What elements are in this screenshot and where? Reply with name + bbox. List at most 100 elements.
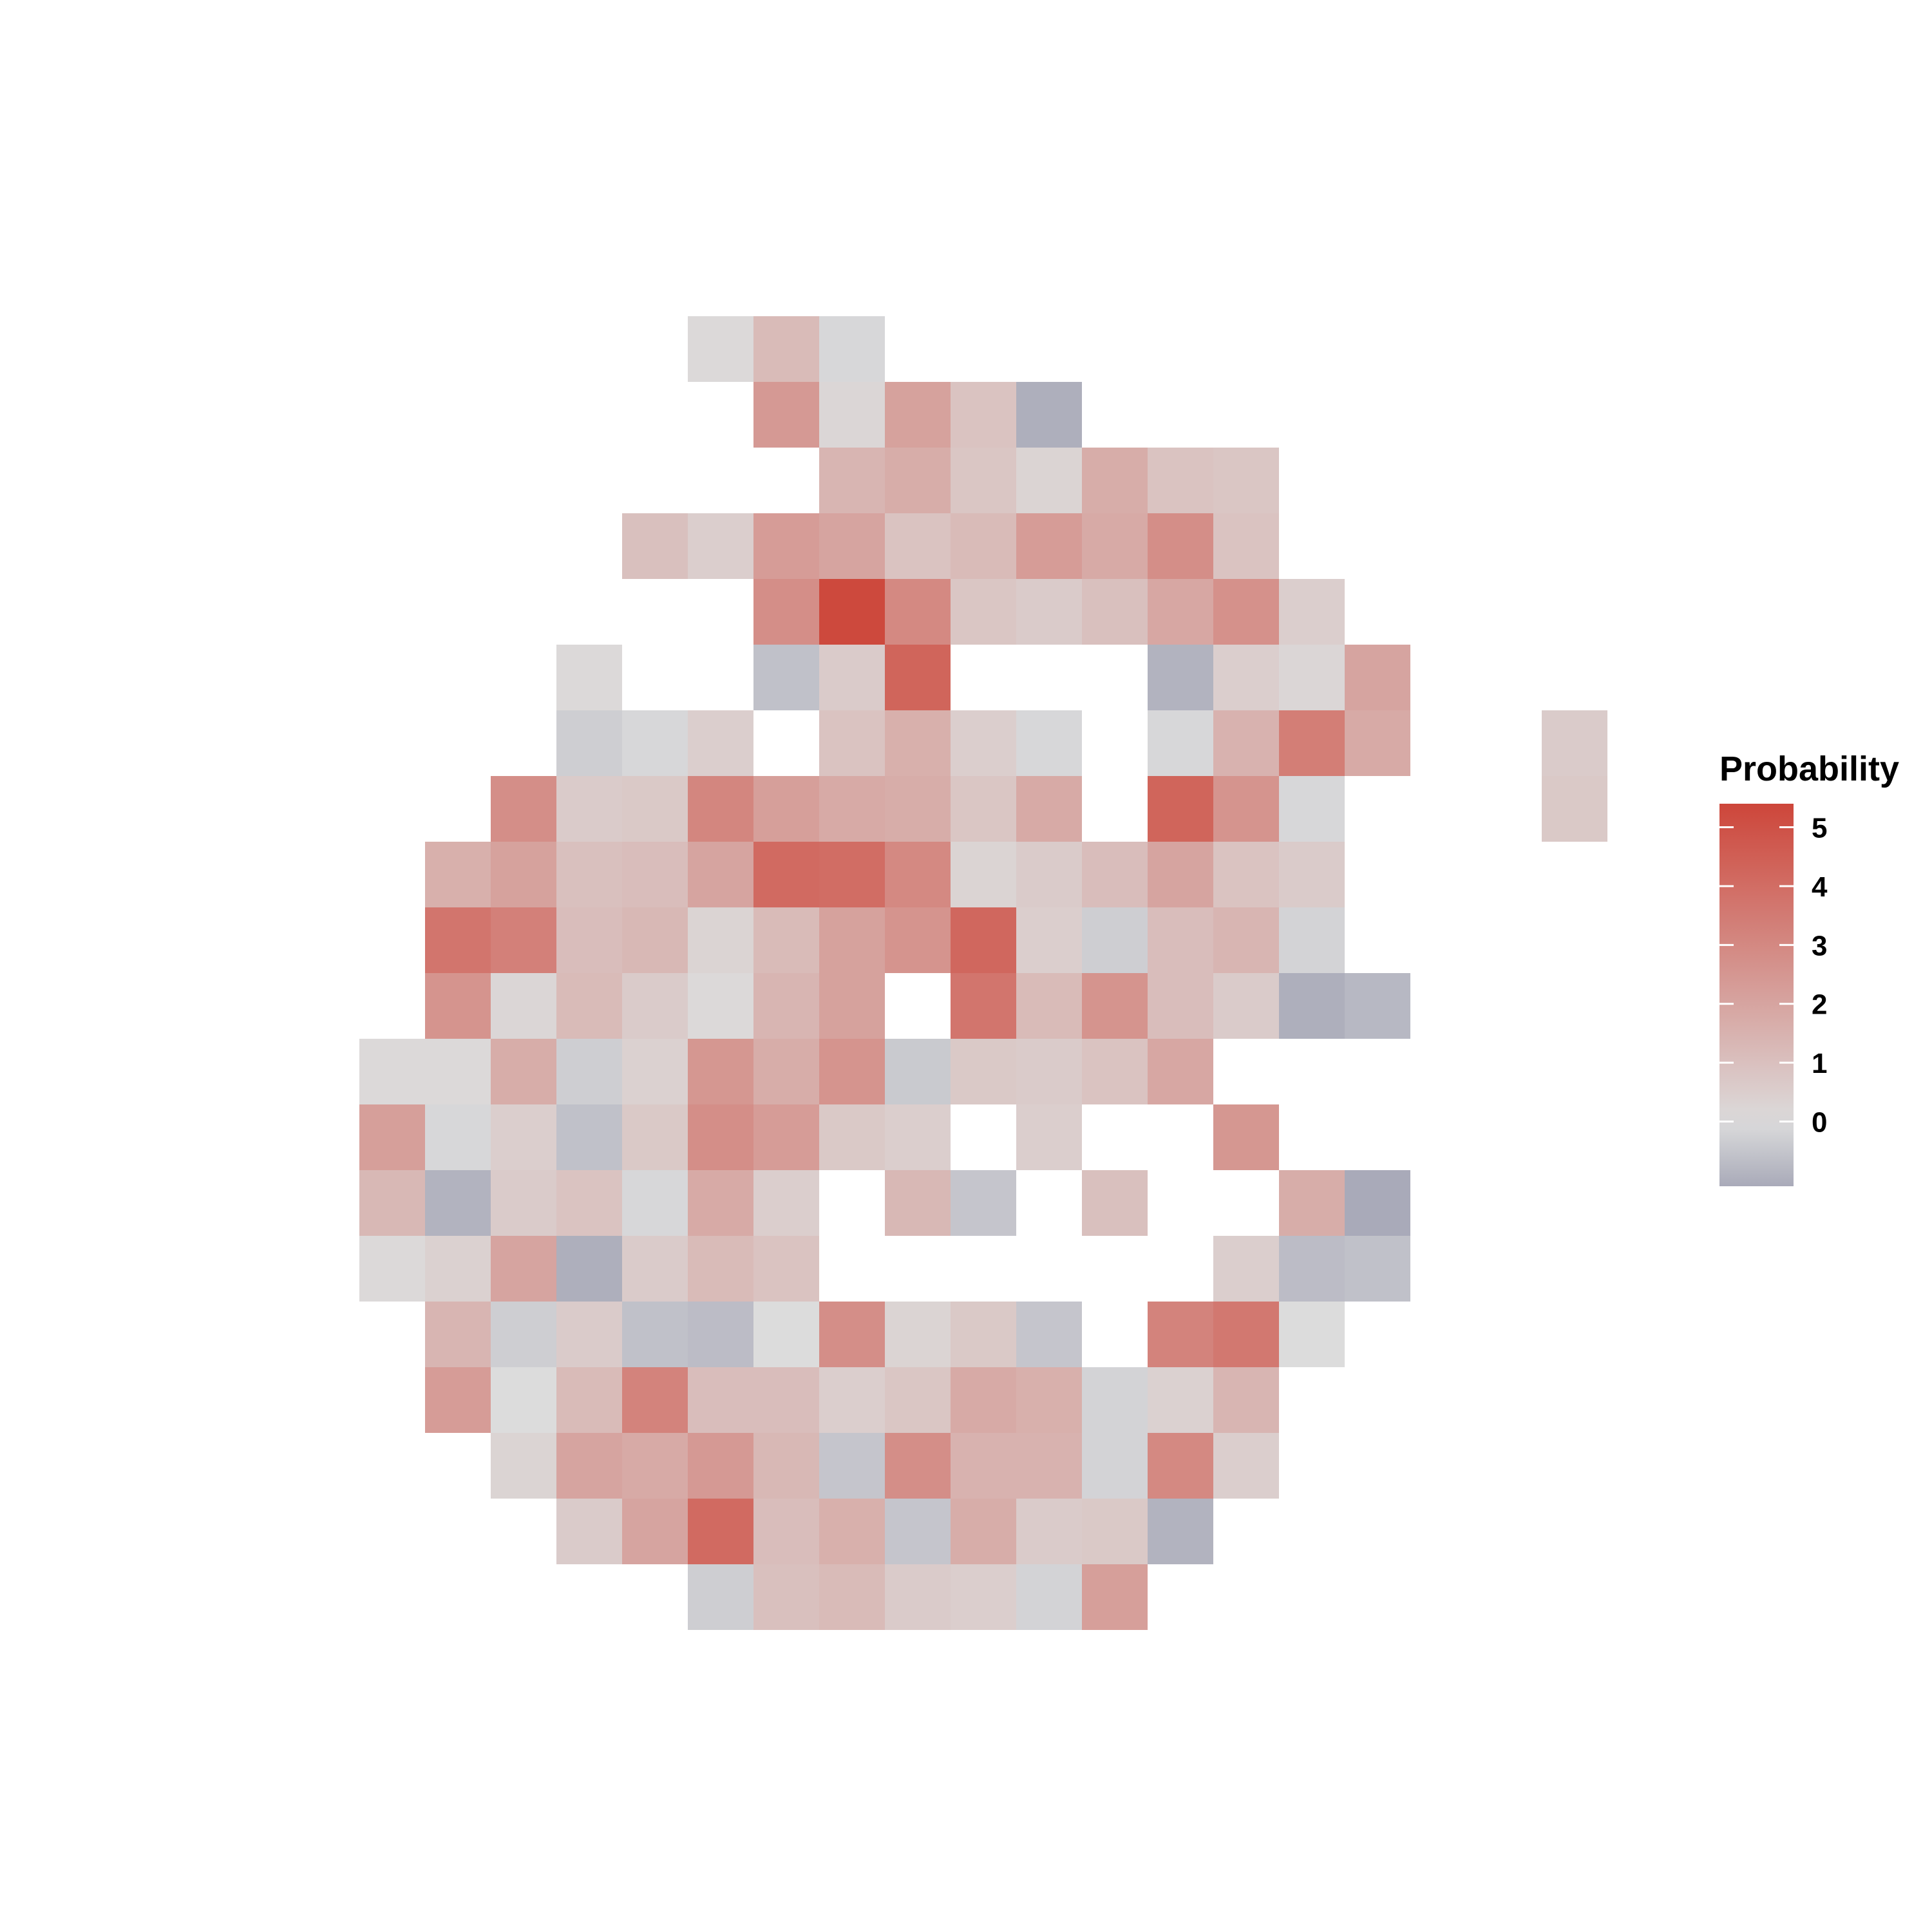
heatmap-cell bbox=[885, 1170, 951, 1236]
heatmap-cell bbox=[1279, 1236, 1345, 1302]
heatmap-cell bbox=[1016, 973, 1082, 1039]
heatmap-cell bbox=[688, 1367, 753, 1433]
heatmap-cell bbox=[1213, 1433, 1279, 1499]
heatmap-cell bbox=[753, 1564, 819, 1630]
heatmap-cell bbox=[1148, 645, 1213, 710]
heatmap-cell bbox=[819, 1367, 885, 1433]
heatmap-cell bbox=[951, 842, 1016, 907]
heatmap-cell bbox=[688, 710, 753, 776]
heatmap-cell bbox=[753, 316, 819, 382]
heatmap-cell bbox=[556, 1367, 622, 1433]
heatmap-cell bbox=[1213, 513, 1279, 579]
heatmap-cell bbox=[622, 1236, 688, 1302]
heatmap-cell bbox=[1213, 907, 1279, 973]
heatmap-cell bbox=[951, 579, 1016, 645]
heatmap-cell bbox=[688, 1170, 753, 1236]
heatmap-cell bbox=[491, 1170, 556, 1236]
heatmap-cell bbox=[1213, 1302, 1279, 1367]
heatmap-cell bbox=[688, 1104, 753, 1170]
heatmap-cell bbox=[1016, 710, 1082, 776]
heatmap-cell bbox=[885, 1564, 951, 1630]
heatmap-cell bbox=[1016, 907, 1082, 973]
heatmap-cell bbox=[819, 448, 885, 513]
heatmap-cell bbox=[1148, 1302, 1213, 1367]
heatmap-cell bbox=[556, 1302, 622, 1367]
heatmap-cell bbox=[1148, 907, 1213, 973]
heatmap-cell bbox=[951, 1367, 1016, 1433]
heatmap-cell bbox=[1213, 842, 1279, 907]
heatmap-cell bbox=[1082, 973, 1148, 1039]
heatmap-cell bbox=[1279, 1302, 1345, 1367]
heatmap-cell bbox=[885, 382, 951, 448]
heatmap-cell bbox=[1279, 710, 1345, 776]
heatmap-cell bbox=[885, 1499, 951, 1564]
heatmap-cell bbox=[622, 907, 688, 973]
heatmap-cell bbox=[688, 1433, 753, 1499]
heatmap-cell bbox=[425, 1104, 491, 1170]
heatmap-cell bbox=[1082, 1367, 1148, 1433]
heatmap-cell bbox=[1016, 382, 1082, 448]
heatmap-cell bbox=[753, 973, 819, 1039]
heatmap-cell bbox=[1542, 710, 1607, 776]
heatmap-cell bbox=[819, 316, 885, 382]
heatmap-cell bbox=[1082, 579, 1148, 645]
heatmap-cell bbox=[1016, 1039, 1082, 1104]
heatmap-cell bbox=[622, 1104, 688, 1170]
heatmap-cell bbox=[688, 1236, 753, 1302]
heatmap-cell bbox=[556, 1039, 622, 1104]
heatmap-cell bbox=[1213, 1236, 1279, 1302]
heatmap-cell bbox=[819, 382, 885, 448]
heatmap-cell bbox=[688, 316, 753, 382]
heatmap-cell bbox=[556, 776, 622, 842]
heatmap-cell bbox=[951, 1039, 1016, 1104]
heatmap-cell bbox=[819, 1433, 885, 1499]
heatmap-cell bbox=[1016, 1564, 1082, 1630]
heatmap-cell bbox=[951, 973, 1016, 1039]
heatmap-cell bbox=[622, 1367, 688, 1433]
heatmap-cell bbox=[885, 1433, 951, 1499]
heatmap-cell bbox=[819, 710, 885, 776]
heatmap-cell bbox=[622, 1170, 688, 1236]
heatmap-cell bbox=[753, 382, 819, 448]
heatmap-cell bbox=[819, 513, 885, 579]
heatmap-cell bbox=[359, 1039, 425, 1104]
heatmap-cell bbox=[951, 1564, 1016, 1630]
heatmap-cell bbox=[1082, 1170, 1148, 1236]
heatmap-cell bbox=[491, 907, 556, 973]
heatmap-cell bbox=[951, 513, 1016, 579]
legend: Probability 0 1 2 3 4 5 bbox=[1719, 750, 1899, 1186]
heatmap-cell bbox=[491, 1367, 556, 1433]
heatmap-cell bbox=[951, 776, 1016, 842]
heatmap-cell bbox=[688, 513, 753, 579]
heatmap-cell bbox=[753, 1433, 819, 1499]
heatmap-cell bbox=[1542, 776, 1607, 842]
heatmap-cell bbox=[753, 1170, 819, 1236]
heatmap-cell bbox=[885, 1104, 951, 1170]
heatmap-cell bbox=[1082, 842, 1148, 907]
heatmap-cell bbox=[1016, 1302, 1082, 1367]
heatmap-cell bbox=[753, 1104, 819, 1170]
heatmap-cell bbox=[1148, 1367, 1213, 1433]
heatmap-cell bbox=[1279, 842, 1345, 907]
heatmap-cell bbox=[688, 1039, 753, 1104]
heatmap-cell bbox=[359, 1170, 425, 1236]
heatmap-cell bbox=[885, 448, 951, 513]
heatmap-cell bbox=[491, 842, 556, 907]
heatmap-cell bbox=[1016, 1104, 1082, 1170]
heatmap-cell bbox=[425, 1302, 491, 1367]
heatmap-cell bbox=[1213, 973, 1279, 1039]
heatmap-cell bbox=[425, 1236, 491, 1302]
heatmap-cell bbox=[1345, 973, 1410, 1039]
heatmap-cell bbox=[1082, 448, 1148, 513]
heatmap-cell bbox=[491, 973, 556, 1039]
heatmap-cell bbox=[1213, 710, 1279, 776]
heatmap-cell bbox=[491, 1039, 556, 1104]
heatmap-cell bbox=[885, 776, 951, 842]
heatmap-cell bbox=[1345, 710, 1410, 776]
heatmap-cell bbox=[1148, 579, 1213, 645]
heatmap-cell bbox=[753, 645, 819, 710]
heatmap-cell bbox=[1213, 645, 1279, 710]
heatmap-cell bbox=[1279, 907, 1345, 973]
heatmap-cell bbox=[1213, 1104, 1279, 1170]
